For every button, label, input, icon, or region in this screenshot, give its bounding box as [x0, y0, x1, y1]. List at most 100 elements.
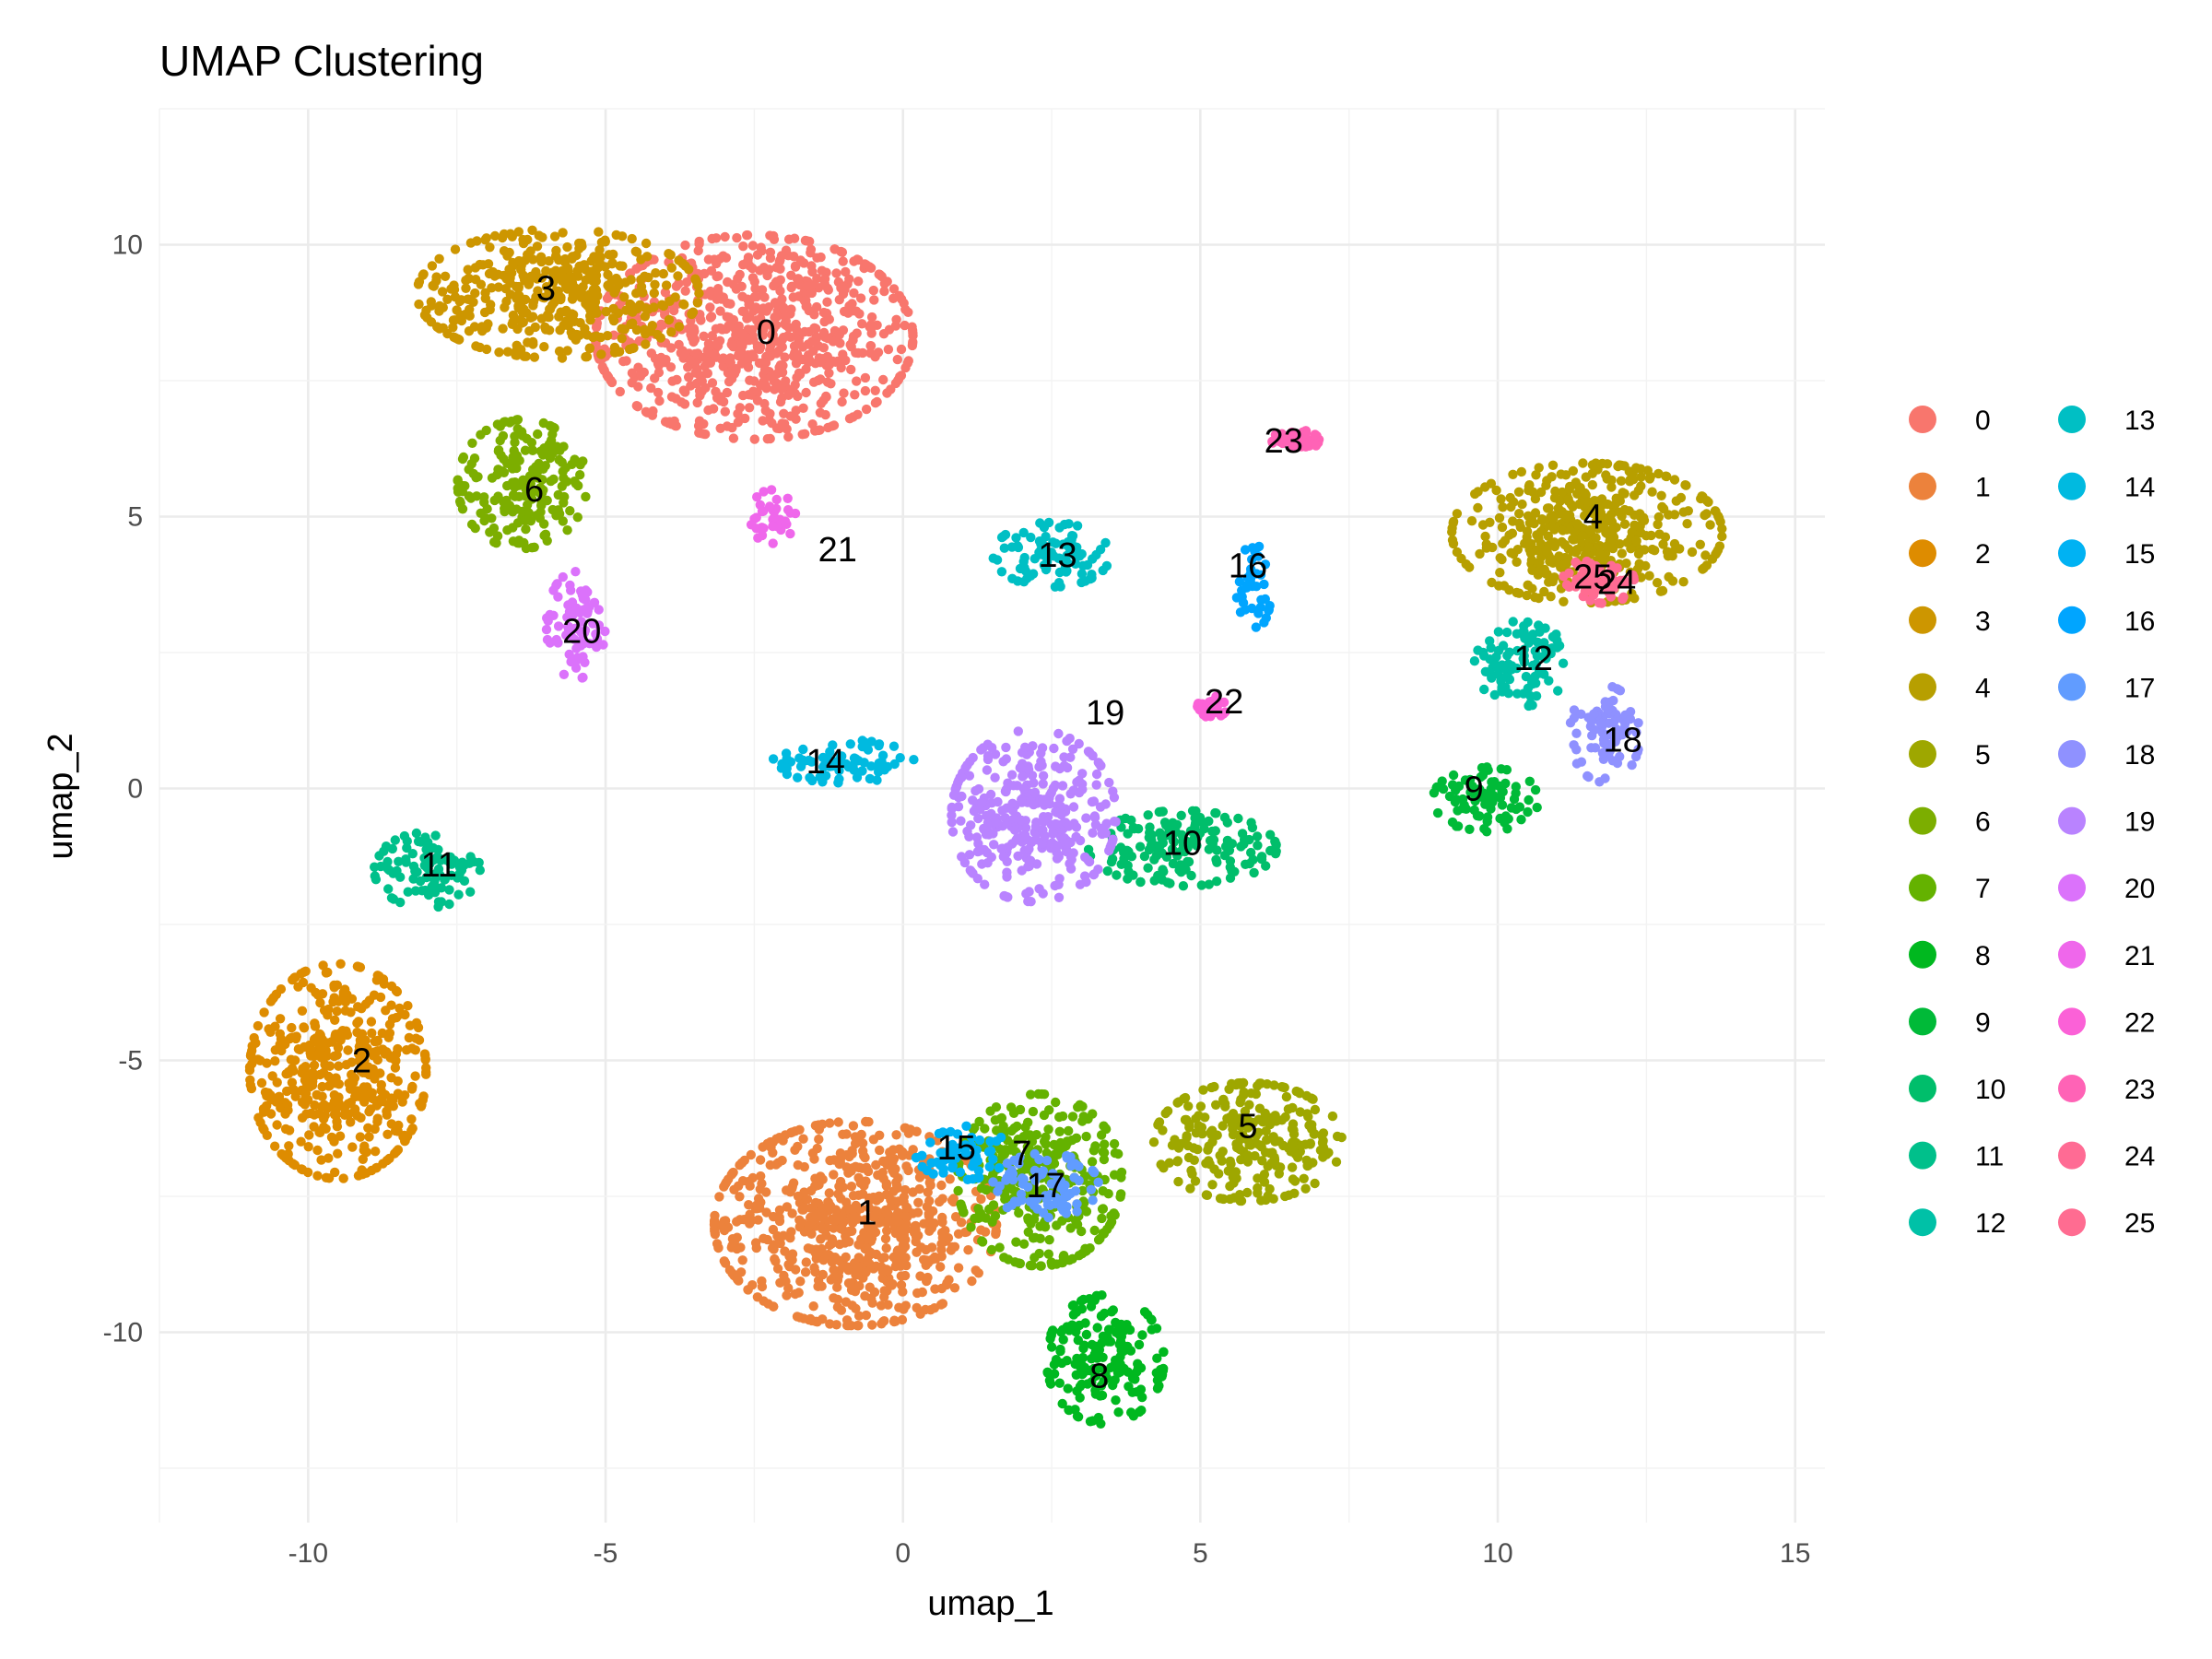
- point: [744, 335, 754, 346]
- point: [1083, 855, 1094, 865]
- point: [1530, 784, 1541, 795]
- point: [800, 235, 811, 246]
- point: [1207, 1180, 1218, 1190]
- point: [932, 1157, 942, 1168]
- point: [556, 294, 566, 305]
- point: [733, 418, 743, 428]
- point: [510, 482, 520, 492]
- point: [1594, 549, 1606, 559]
- point: [782, 331, 793, 341]
- point: [1071, 1133, 1082, 1144]
- point: [1270, 1111, 1280, 1121]
- point: [1705, 520, 1715, 530]
- point: [875, 1130, 885, 1141]
- point: [1717, 524, 1727, 534]
- point: [515, 314, 525, 325]
- point: [984, 1161, 995, 1172]
- point: [887, 1201, 897, 1211]
- point: [943, 1233, 954, 1243]
- point: [524, 326, 535, 336]
- point: [1098, 1228, 1109, 1239]
- point: [832, 1302, 843, 1312]
- point: [964, 831, 974, 841]
- point: [383, 884, 394, 894]
- point: [1190, 813, 1200, 823]
- point: [411, 828, 422, 839]
- point: [1041, 1139, 1051, 1149]
- point: [672, 374, 682, 385]
- point: [1482, 817, 1492, 827]
- point: [413, 836, 424, 847]
- point: [1041, 1155, 1053, 1166]
- point: [1067, 744, 1078, 754]
- point: [1006, 1165, 1018, 1176]
- point: [1187, 1169, 1197, 1180]
- point: [1210, 808, 1220, 818]
- point: [1530, 494, 1541, 504]
- point: [1523, 511, 1534, 521]
- point: [527, 225, 537, 235]
- point: [881, 1179, 892, 1189]
- point: [1207, 827, 1218, 837]
- point: [1695, 539, 1706, 549]
- point: [1065, 1255, 1075, 1265]
- point: [714, 1192, 724, 1202]
- point: [753, 1215, 763, 1225]
- point: [877, 1266, 888, 1277]
- point: [765, 230, 775, 241]
- point: [1546, 592, 1556, 602]
- point: [649, 288, 659, 299]
- point: [1055, 1137, 1065, 1148]
- point: [1182, 841, 1193, 852]
- point: [554, 454, 564, 465]
- point: [980, 1227, 991, 1237]
- point: [771, 276, 782, 287]
- point: [1152, 1353, 1162, 1363]
- point: [776, 384, 787, 394]
- point: [947, 817, 957, 828]
- point: [1593, 496, 1604, 506]
- point: [1048, 829, 1058, 839]
- point: [244, 1065, 255, 1076]
- point: [894, 1302, 904, 1312]
- point: [787, 1208, 797, 1218]
- point: [899, 1196, 909, 1207]
- point: [1542, 476, 1552, 486]
- point: [390, 835, 400, 845]
- point: [502, 480, 512, 491]
- point: [455, 498, 465, 509]
- point: [900, 320, 910, 331]
- point: [782, 1202, 793, 1212]
- point: [751, 1242, 761, 1253]
- point: [640, 312, 651, 322]
- point: [1627, 527, 1638, 537]
- point: [1261, 613, 1272, 623]
- point: [973, 839, 983, 849]
- point: [1512, 545, 1524, 555]
- point: [902, 1212, 912, 1222]
- point: [1057, 1398, 1067, 1409]
- point: [1631, 463, 1641, 473]
- point: [1572, 520, 1583, 530]
- point: [1480, 482, 1490, 492]
- point: [999, 1253, 1009, 1263]
- point: [1023, 1156, 1033, 1166]
- point: [747, 1280, 758, 1290]
- point: [882, 1226, 892, 1236]
- point: [596, 349, 606, 359]
- point: [1064, 821, 1074, 831]
- point: [283, 1105, 293, 1115]
- point: [354, 1087, 364, 1098]
- point: [1527, 679, 1537, 689]
- point: [1126, 815, 1136, 826]
- point: [562, 346, 572, 356]
- point: [1139, 851, 1150, 862]
- point: [689, 326, 700, 336]
- point: [505, 229, 515, 239]
- point: [519, 351, 529, 361]
- point: [913, 1197, 924, 1208]
- point: [1516, 466, 1527, 477]
- point: [1491, 485, 1501, 496]
- point: [793, 274, 804, 284]
- point: [845, 739, 855, 749]
